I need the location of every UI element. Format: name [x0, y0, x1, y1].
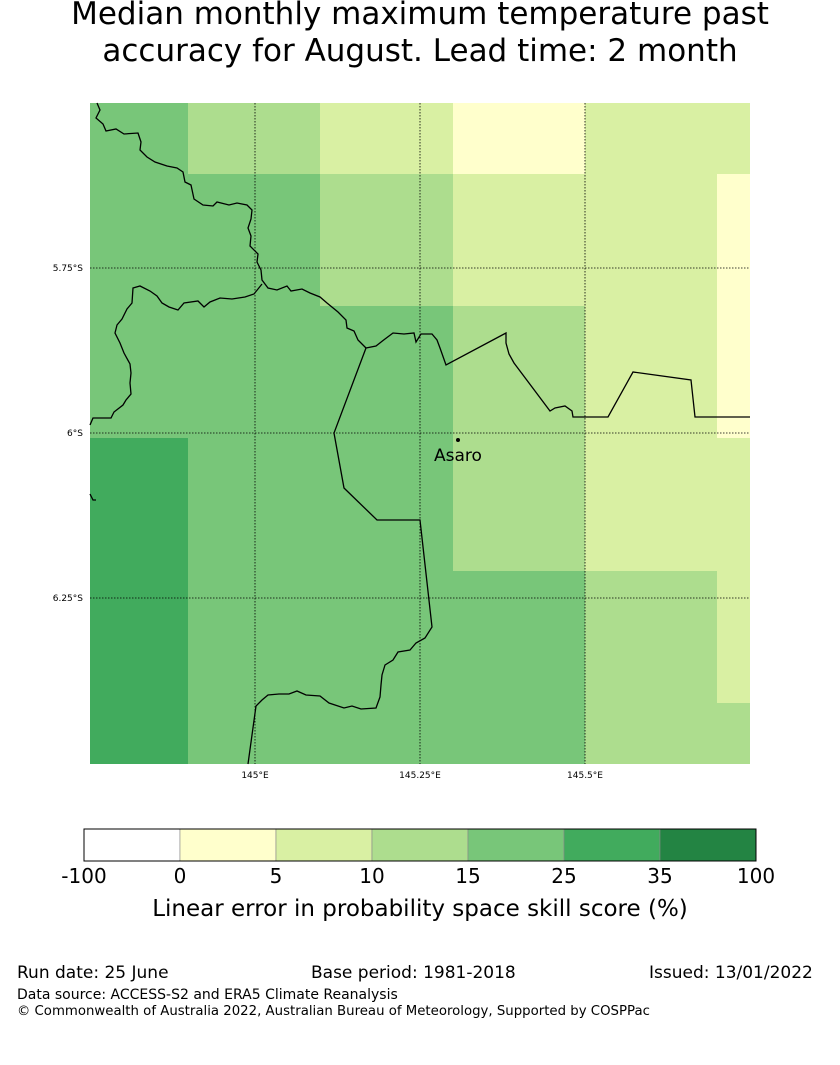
base-period: Base period: 1981-2018 [311, 963, 516, 983]
grid-cell [585, 103, 717, 571]
colorbar-tick-label: 100 [737, 864, 775, 888]
grid-cell [717, 703, 750, 764]
colorbar-tick-label: 25 [551, 864, 576, 888]
colorbar-tick-label: 5 [270, 864, 283, 888]
boundary-west [89, 283, 263, 426]
grid-cell [453, 174, 585, 306]
data-source: Data source: ACCESS-S2 and ERA5 Climate … [17, 987, 398, 1003]
place-label: Asaro [434, 446, 482, 466]
colorbar-tick-label: 15 [455, 864, 480, 888]
colorbar-segment [563, 828, 661, 862]
colorbar-tick-label: 10 [359, 864, 384, 888]
lat-tick-label: 6°S [67, 429, 83, 439]
colorbar-tick-label: 0 [174, 864, 187, 888]
grid-cell [320, 103, 453, 174]
map-title: Median monthly maximum temperature past … [0, 0, 840, 70]
colorbar-segment [179, 828, 277, 862]
grid-cell [453, 103, 585, 174]
admin-boundaries [89, 102, 750, 765]
grid-cell [320, 174, 453, 306]
grid-cell [717, 103, 750, 174]
boundary-edge [89, 493, 96, 501]
lon-tick-label: 145.5°E [567, 771, 603, 781]
boundary-inner [247, 347, 433, 765]
colorbar-segment [467, 828, 565, 862]
colorbar-label: Linear error in probability space skill … [152, 896, 688, 922]
issued-date: Issued: 13/01/2022 [649, 963, 813, 983]
colorbar-segments [83, 828, 757, 862]
gridlines [90, 103, 750, 764]
colorbar-segment [659, 828, 757, 862]
copyright: © Commonwealth of Australia 2022, Austra… [17, 1004, 650, 1019]
lat-tick-label: 6.25°S [53, 594, 84, 604]
grid-cell [453, 571, 585, 764]
lon-tick-label: 145°E [241, 771, 269, 781]
colorbar-tick-label: -100 [61, 864, 106, 888]
lon-tick-label: 145.25°E [399, 771, 441, 781]
boundary-central [365, 331, 750, 418]
grid-cell [585, 571, 717, 764]
grid-cell [188, 103, 320, 174]
colorbar-segment [83, 828, 181, 862]
grid-cell [453, 306, 585, 571]
grid-cell [90, 103, 188, 438]
grid-cell [90, 438, 188, 764]
colorbar-tick-label: 35 [647, 864, 672, 888]
colorbar-segment [275, 828, 373, 862]
colorbar-segment [371, 828, 469, 862]
run-date: Run date: 25 June [17, 963, 169, 983]
boundary-north [95, 102, 367, 349]
skill-grid [90, 103, 750, 764]
title-line-2: accuracy for August. Lead time: 2 month [102, 33, 738, 69]
title-line-1: Median monthly maximum temperature past [71, 0, 769, 32]
grid-cell [717, 174, 750, 438]
colorbar-ticks: -100 0 5 10 15 25 35 100 [61, 864, 775, 888]
lat-tick-label: 5.75°S [53, 264, 84, 274]
grid-cell [320, 306, 453, 764]
colorbar-outline [83, 828, 757, 862]
grid-cell [188, 174, 320, 764]
grid-cell [717, 438, 750, 703]
asaro-marker [456, 438, 460, 442]
colorbar: -100 0 5 10 15 25 35 100 Linear error in probab… [61, 828, 775, 922]
